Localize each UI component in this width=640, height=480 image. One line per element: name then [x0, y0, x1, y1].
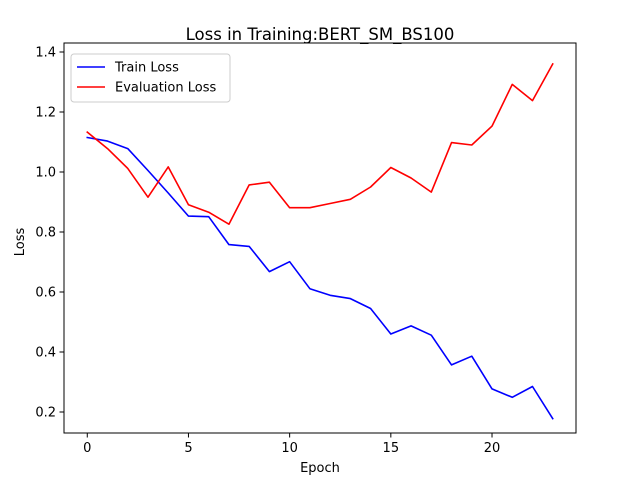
x-axis: 0 5 10 15 20: [83, 433, 500, 456]
plot-area: [86, 62, 554, 420]
y-tick-label: 1.2: [35, 106, 56, 121]
y-axis: 0.2 0.4 0.6 0.8 1.0 1.2 1.4: [35, 46, 64, 421]
x-tick-label: 10: [281, 441, 298, 456]
series-line-train-loss: [86, 136, 554, 420]
y-tick-label: 0.4: [35, 346, 56, 361]
legend: Train Loss Evaluation Loss: [70, 53, 231, 103]
y-tick-label: 0.2: [35, 406, 56, 421]
series-line-evaluation-loss: [86, 62, 554, 225]
x-tick-label: 20: [484, 441, 501, 456]
y-tick-label: 0.6: [35, 286, 56, 301]
y-tick-label: 1.4: [35, 46, 56, 61]
chart-title: Loss in Training:BERT_SM_BS100: [186, 25, 455, 45]
legend-label-evaluation-loss: Evaluation Loss: [115, 81, 216, 96]
legend-label-train-loss: Train Loss: [114, 61, 179, 76]
x-tick-label: 15: [383, 441, 400, 456]
y-tick-label: 0.8: [35, 226, 56, 241]
plot-frame: [63, 42, 577, 434]
x-tick-label: 0: [83, 441, 91, 456]
legend-box: [70, 53, 231, 103]
x-tick-label: 5: [184, 441, 192, 456]
y-tick-label: 1.0: [35, 166, 56, 181]
x-axis-title: Epoch: [300, 461, 340, 476]
y-axis-title: Loss: [13, 228, 28, 257]
